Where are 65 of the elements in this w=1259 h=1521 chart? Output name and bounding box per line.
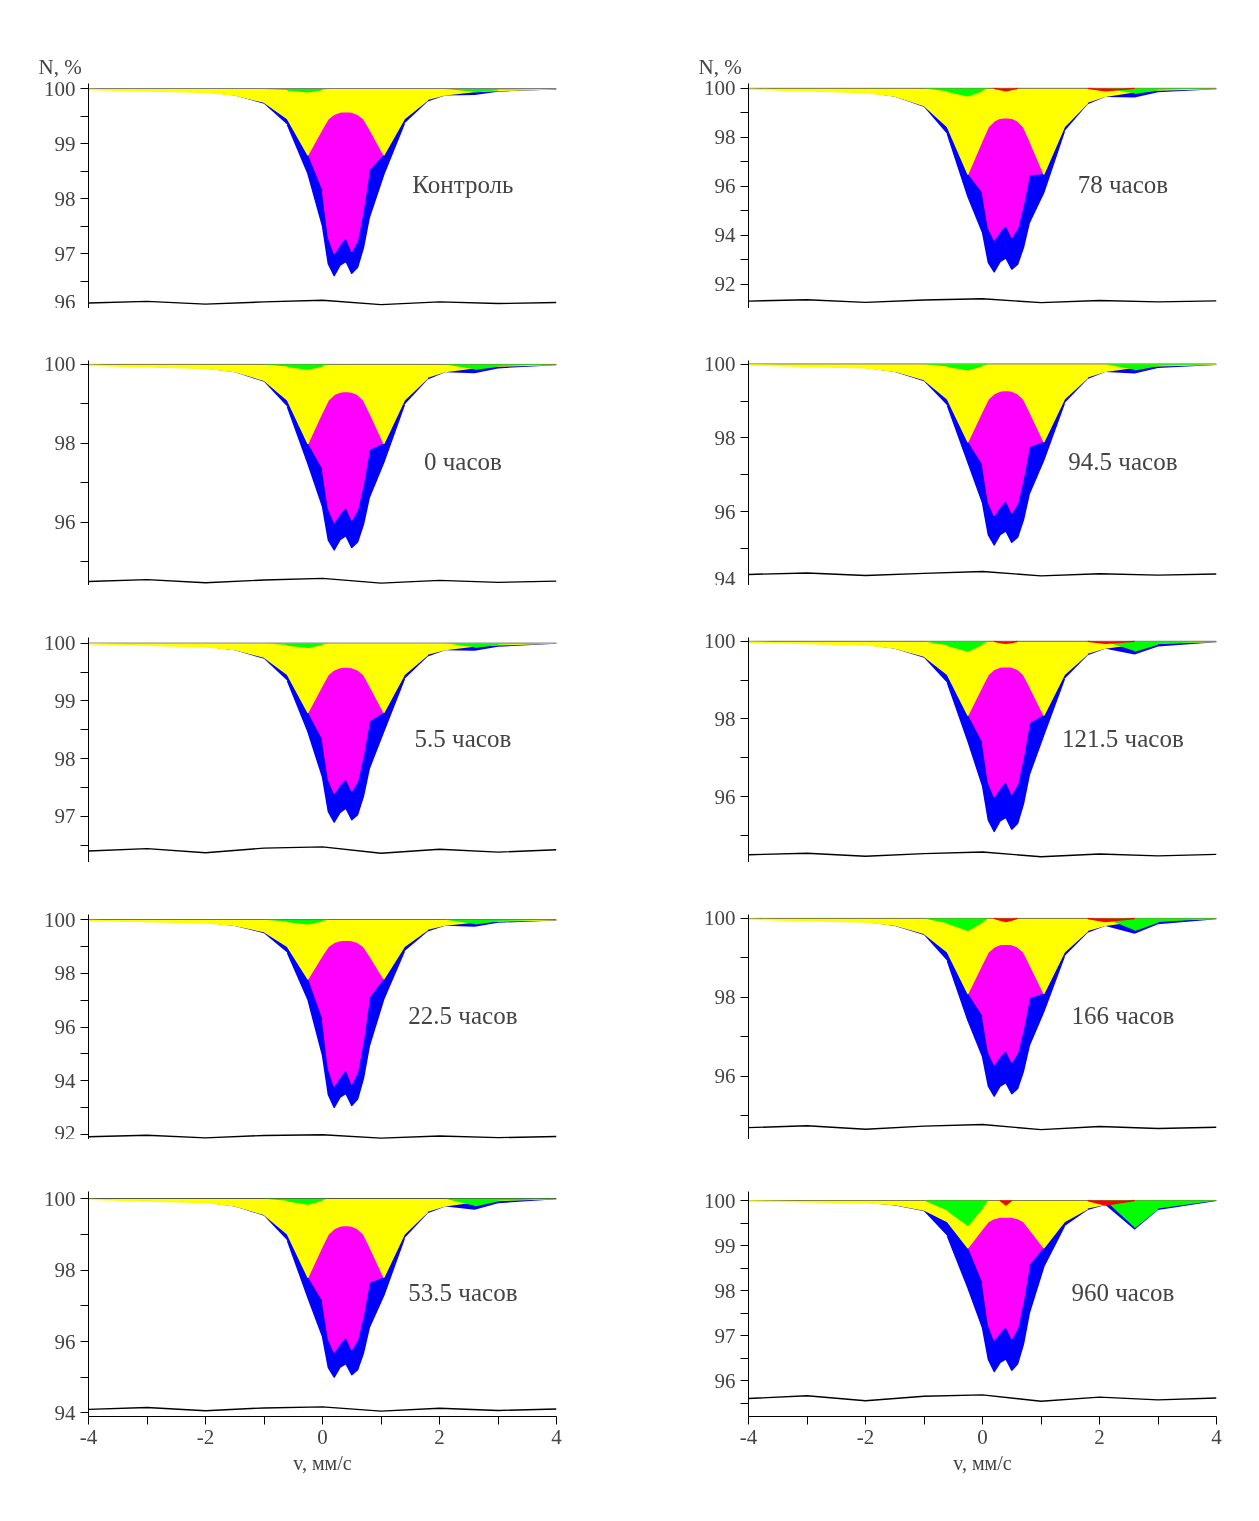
y-tick-label: 94 [54, 1068, 76, 1093]
text: Контроль [412, 171, 514, 199]
x-tick-label: 4 [1211, 1424, 1223, 1449]
text: 121.5 часов [1062, 725, 1184, 753]
y-tick-label: 99 [714, 1233, 736, 1258]
y-tick-label: 100 [704, 1188, 736, 1213]
y-tick-label: 97 [54, 241, 76, 266]
text: 0 часов [423, 448, 502, 476]
text: 53.5 часов [408, 1279, 518, 1307]
y-tick-label: 96 [54, 289, 76, 314]
y-tick-label: 98 [54, 961, 76, 986]
y-axis-title: N, % [38, 54, 82, 79]
y-tick-label: 99 [54, 131, 76, 156]
y-tick-label: 94 [714, 223, 736, 248]
y-tick-label: 96 [714, 174, 736, 199]
x-tick-label: 0 [977, 1424, 988, 1449]
y-tick-label: 100 [44, 76, 76, 101]
y-tick-label: 100 [704, 906, 736, 931]
y-axis-title: N, % [698, 54, 742, 79]
y-tick-label: 98 [714, 985, 736, 1010]
y-tick-label: 100 [44, 1186, 76, 1211]
x-tick-label: -2 [196, 1424, 215, 1449]
y-tick-label: 96 [714, 1368, 736, 1393]
y-tick-label: 92 [714, 272, 736, 297]
y-tick-label: 100 [44, 631, 76, 656]
x-tick-label: 0 [317, 1424, 328, 1449]
x-axis-title: v, мм/с [953, 1451, 1012, 1474]
y-tick-label: 98 [54, 186, 76, 211]
y-tick-label: 98 [714, 125, 736, 150]
text: 960 часов [1071, 1279, 1175, 1307]
text: 22.5 часов [408, 1002, 518, 1030]
text: 5.5 часов [414, 725, 512, 753]
x-tick-label: -4 [739, 1424, 758, 1449]
y-tick-label: 98 [54, 1258, 76, 1283]
x-tick-label: 2 [1094, 1424, 1105, 1449]
y-tick-label: 92 [54, 1120, 76, 1145]
x-axis-title: v, мм/с [293, 1451, 352, 1474]
y-tick-label: 98 [714, 706, 736, 731]
y-tick-label: 98 [54, 746, 76, 771]
y-tick-label: 98 [54, 431, 76, 456]
y-tick-label: 98 [714, 1278, 736, 1303]
y-tick-label: 94 [54, 1400, 76, 1425]
y-tick-label: 100 [44, 352, 76, 377]
y-tick-label: 100 [704, 76, 736, 101]
y-tick-label: 96 [54, 1015, 76, 1039]
x-tick-label: 4 [551, 1424, 563, 1449]
y-tick-label: 94 [714, 566, 736, 591]
y-tick-label: 97 [54, 804, 76, 829]
y-tick-label: 97 [714, 1323, 736, 1348]
y-tick-label: 96 [54, 1329, 76, 1354]
x-tick-label: -4 [79, 1424, 98, 1449]
y-tick-label: 100 [704, 352, 736, 377]
y-tick-label: 100 [704, 629, 736, 654]
y-tick-label: 98 [714, 425, 736, 450]
y-tick-label: 96 [714, 1064, 736, 1089]
text: 78 часов [1077, 171, 1169, 199]
text: 94.5 часов [1068, 448, 1178, 476]
y-tick-label: 96 [714, 499, 736, 524]
y-tick-label: 96 [714, 784, 736, 809]
y-tick-label: 100 [44, 907, 76, 932]
x-tick-label: -2 [856, 1424, 875, 1449]
x-tick-label: 2 [434, 1424, 445, 1449]
text: 166 часов [1071, 1002, 1175, 1030]
y-tick-label: 96 [54, 510, 76, 535]
y-tick-label: 99 [54, 688, 76, 713]
